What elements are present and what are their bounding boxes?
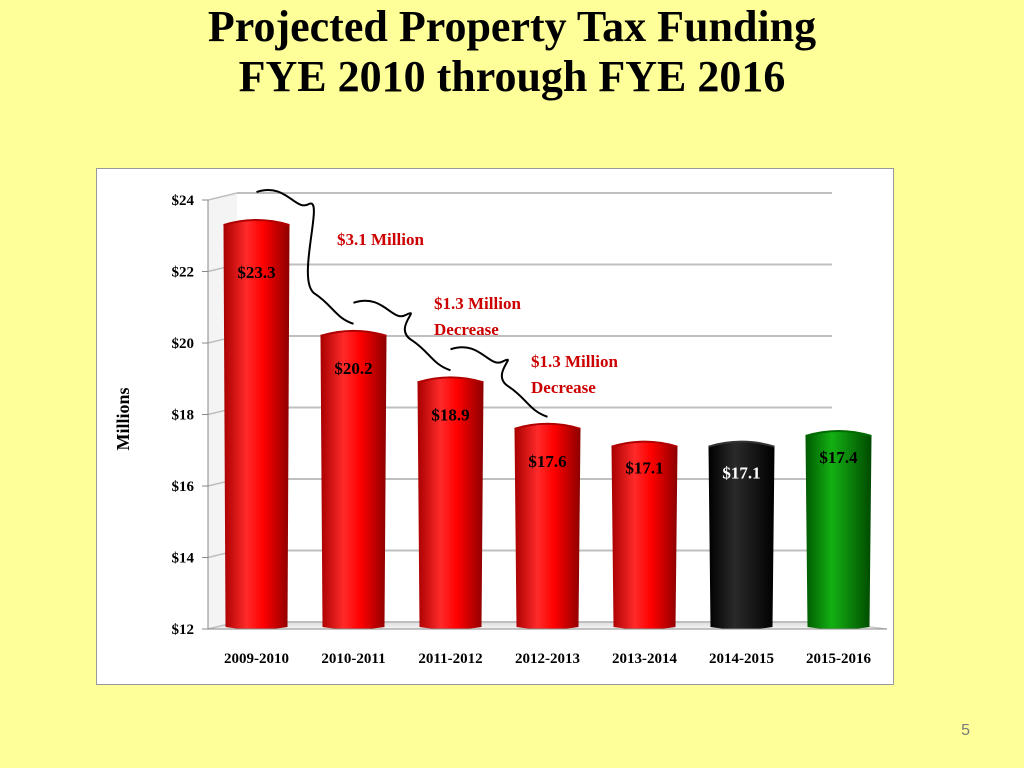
bar-chart: $23.3 $20.2 $18.9 $17.6 $17.1 $17.1 $17.4 $3.1… <box>113 189 888 667</box>
y-tick-label: $14 <box>172 551 195 567</box>
y-tick-label: $24 <box>172 193 195 209</box>
gridline-side <box>207 192 238 201</box>
x-tick-label: 2013-2014 <box>612 651 677 667</box>
data-label: $20.2 <box>334 359 372 378</box>
y-tick-label: $12 <box>172 622 195 638</box>
x-tick-label: 2011-2012 <box>418 651 482 667</box>
annotation-label: $3.1 Million <box>337 230 424 249</box>
data-label: $17.1 <box>722 464 760 483</box>
y-tick-label: $16 <box>172 479 195 495</box>
bar-2011-2012 <box>417 377 484 630</box>
y-tick-label: $18 <box>172 408 195 424</box>
x-tick-label: 2012-2013 <box>515 651 580 667</box>
x-tick-label: 2009-2010 <box>224 651 289 667</box>
y-tick-label: $22 <box>172 265 195 281</box>
bar-top-edge <box>611 440 678 448</box>
data-label: $23.3 <box>237 263 275 282</box>
annotation-brace <box>353 299 451 372</box>
annotation-brace <box>256 189 354 325</box>
y-tick-label: $20 <box>172 336 195 352</box>
annotation-label-line2: Decrease <box>531 378 596 397</box>
slide-title: Projected Property Tax Funding FYE 2010 … <box>0 2 1024 102</box>
bar-2010-2011 <box>320 330 387 630</box>
bar-2012-2013 <box>514 423 581 630</box>
bar-2013-2014 <box>611 441 678 630</box>
data-label: $17.6 <box>528 452 566 471</box>
annotation-label-line2: Decrease <box>434 320 499 339</box>
x-tick-label: 2010-2011 <box>321 651 385 667</box>
data-label: $17.1 <box>625 459 663 478</box>
title-line-1: Projected Property Tax Funding <box>207 2 817 51</box>
bar-top-edge <box>320 329 387 337</box>
data-label: $17.4 <box>819 448 858 467</box>
bar-2009-2010 <box>223 220 290 630</box>
bar-2014-2015 <box>708 441 775 630</box>
title-line-2: FYE 2010 through FYE 2016 <box>238 52 786 101</box>
x-tick-label: 2015-2016 <box>806 651 871 667</box>
x-tick-label: 2014-2015 <box>709 651 774 667</box>
y-axis-label: Millions <box>113 387 133 450</box>
bar-top-edge <box>514 422 581 430</box>
chart-container: $23.3 $20.2 $18.9 $17.6 $17.1 $17.1 $17.4 $3.1… <box>96 168 894 685</box>
annotation-label: $1.3 Million <box>434 294 521 313</box>
bar-top-edge <box>805 430 872 437</box>
data-label: $18.9 <box>431 405 469 424</box>
annotation-label: $1.3 Million <box>531 352 618 371</box>
bar-top-edge <box>223 219 290 226</box>
annotation-brace <box>450 346 548 418</box>
page-number: 5 <box>961 722 970 739</box>
bar-2015-2016 <box>805 430 872 630</box>
bar-top-edge <box>708 440 775 448</box>
bar-top-edge <box>417 376 484 384</box>
